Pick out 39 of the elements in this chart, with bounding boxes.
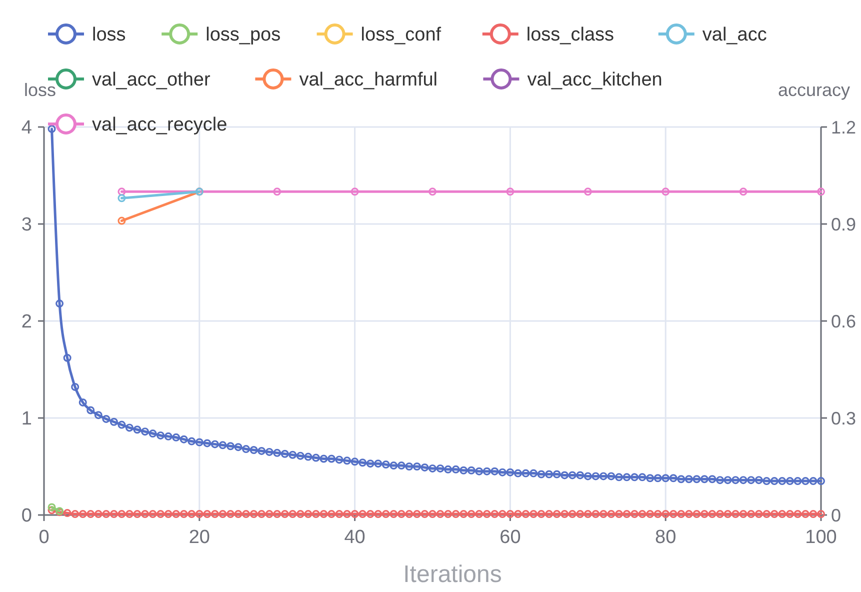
legend-label: val_acc_other — [92, 70, 211, 91]
legend-label: val_acc_recycle — [92, 114, 228, 136]
y-tick-label: 4 — [21, 118, 32, 139]
y-axis-title: loss — [24, 80, 56, 100]
y2-axis-title: accuracy — [778, 80, 850, 100]
point — [662, 188, 670, 196]
x-tick-label: 80 — [655, 527, 676, 548]
point — [118, 188, 126, 196]
x-tick-label: 100 — [805, 527, 837, 548]
point — [273, 188, 282, 196]
point — [118, 216, 126, 225]
y2-tick-label: 0.3 — [831, 408, 856, 428]
point — [118, 194, 126, 202]
legend-label: loss — [92, 24, 126, 46]
y2-tick-label: 0 — [831, 505, 842, 526]
y-tick-label: 1 — [21, 408, 32, 430]
legend-label: loss_conf — [360, 24, 442, 46]
y-tick-label: 2 — [21, 312, 32, 333]
y2-tick-label: 0.9 — [831, 214, 856, 234]
point — [350, 188, 359, 196]
y-tick-label: 3 — [21, 214, 32, 236]
point — [506, 188, 514, 196]
x-tick-label: 40 — [344, 527, 366, 548]
x-tick-label: 20 — [188, 527, 210, 548]
y2-tick-label: 1.2 — [831, 117, 856, 138]
y2-tick-label: 0.6 — [831, 311, 856, 332]
y-tick-label: 0 — [21, 506, 32, 527]
point — [428, 188, 436, 196]
x-tick-label: 60 — [500, 527, 521, 548]
legend-label: val_acc_kitchen — [527, 70, 662, 91]
legend-label: loss_pos — [206, 24, 281, 46]
point — [817, 188, 825, 196]
legend-label: val_acc_harmful — [299, 70, 438, 91]
point — [739, 188, 748, 196]
x-tick-label: 0 — [38, 527, 50, 548]
x-axis-title: Iterations — [403, 561, 502, 588]
legend-label: loss_class — [526, 24, 614, 46]
legend-label: val_acc — [702, 24, 767, 46]
point — [584, 188, 592, 196]
